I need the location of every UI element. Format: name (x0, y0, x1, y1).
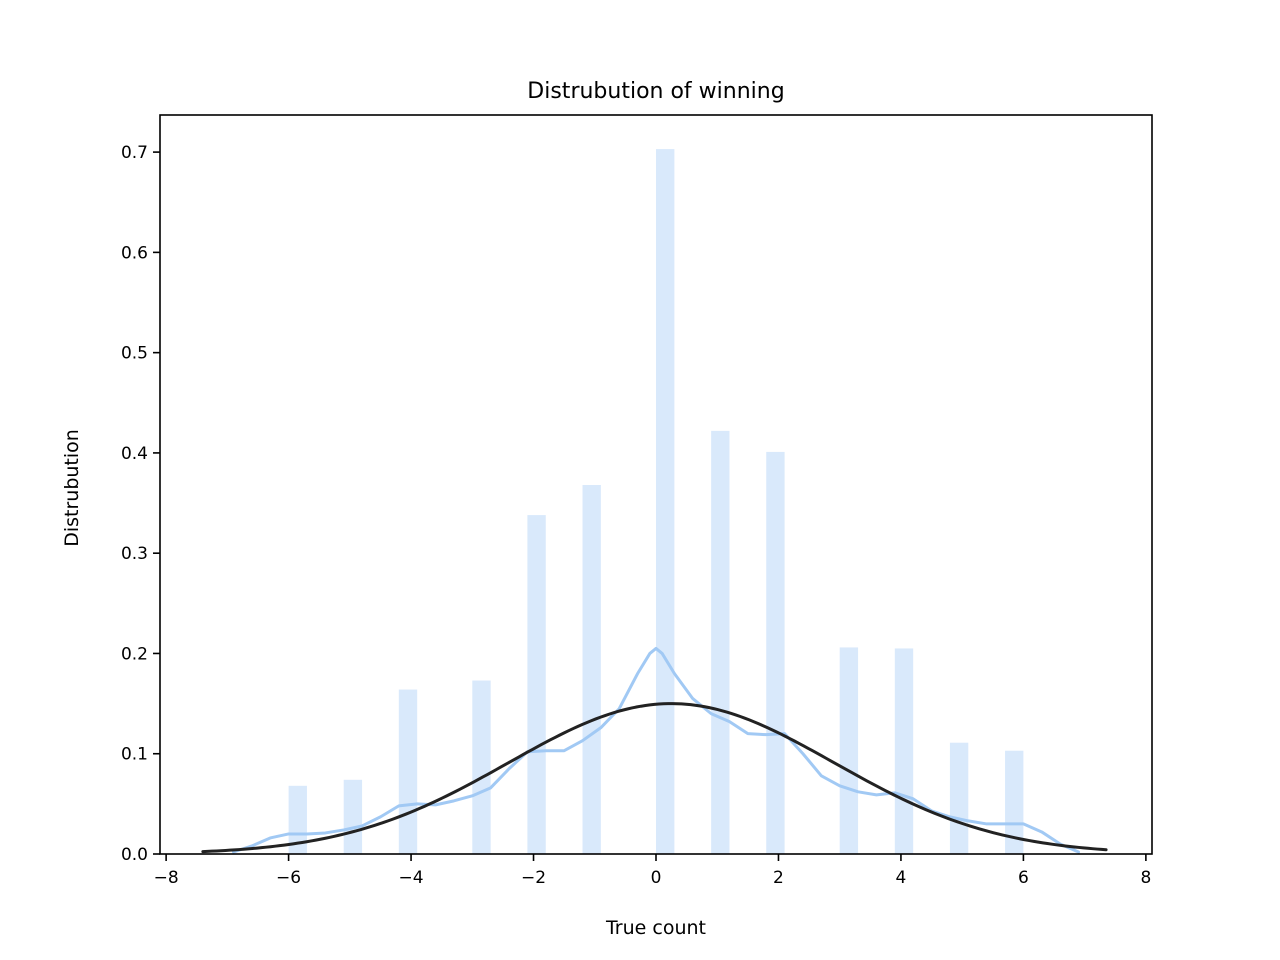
chart-title: Distrubution of winning (527, 79, 784, 104)
x-tick-label: 8 (1140, 868, 1151, 888)
y-axis-label: Distrubution (61, 429, 83, 547)
histogram-bar (766, 451, 785, 854)
histogram-bar (839, 647, 859, 854)
histogram-bar (1005, 750, 1024, 854)
x-tick-label: −6 (276, 868, 301, 888)
y-tick-label: 0.6 (121, 243, 148, 263)
histogram-bar (527, 515, 546, 854)
y-tick-label: 0.0 (121, 845, 148, 865)
x-tick-label: 4 (896, 868, 907, 888)
y-axis: 0.0 0.1 0.2 0.3 0.4 0.5 0.6 0.7 (121, 143, 160, 865)
histogram-bar (582, 485, 601, 854)
normal-fit-line (201, 702, 1108, 854)
plot-area (201, 149, 1108, 854)
histogram-bar (472, 680, 491, 854)
y-tick-label: 0.5 (121, 344, 148, 364)
x-tick-label: 0 (651, 868, 662, 888)
x-tick-label: 6 (1018, 868, 1029, 888)
x-axis-label: True count (605, 917, 706, 939)
x-tick-label: −2 (521, 868, 546, 888)
histogram-bar (949, 742, 969, 854)
y-tick-label: 0.4 (121, 444, 148, 464)
y-tick-label: 0.2 (121, 644, 148, 664)
histogram-bar (398, 689, 418, 854)
histogram-bar (894, 648, 914, 854)
histogram-bar (288, 785, 307, 854)
x-tick-label: −4 (399, 868, 424, 888)
histogram-bar (343, 779, 363, 854)
histogram-bar (711, 430, 730, 854)
y-tick-label: 0.7 (121, 143, 148, 163)
x-tick-label: 2 (773, 868, 784, 888)
histogram-bar (656, 149, 675, 854)
y-tick-label: 0.1 (121, 745, 148, 765)
axes-frame (159, 114, 1153, 855)
y-tick-label: 0.3 (121, 544, 148, 564)
x-axis: −8 −6 −4 −2 0 2 4 6 8 (154, 854, 1151, 888)
x-tick-label: −8 (154, 868, 179, 888)
